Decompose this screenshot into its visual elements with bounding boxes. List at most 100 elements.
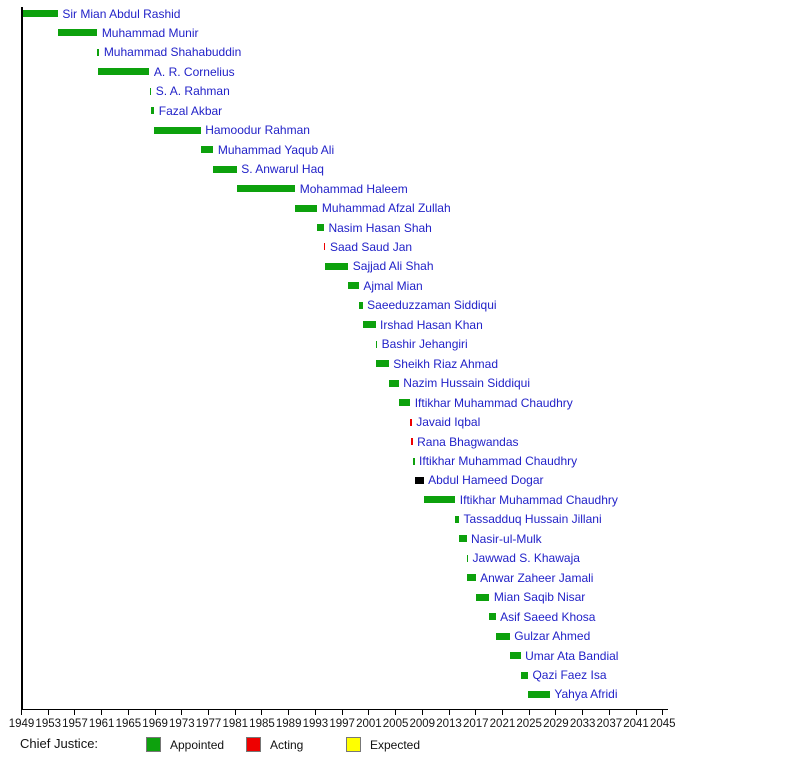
x-axis-tick-label: 2033 — [569, 718, 596, 730]
tenure-bar — [96, 48, 100, 56]
justice-name-link[interactable]: Mohammad Haleem — [299, 181, 408, 196]
justice-name-link[interactable]: A. R. Cornelius — [153, 64, 235, 79]
justice-name-link[interactable]: Rana Bhagwandas — [417, 434, 519, 449]
justice-name-link[interactable]: Bashir Jehangiri — [381, 337, 468, 352]
justice-name-link[interactable]: S. A. Rahman — [155, 84, 230, 99]
x-axis-tick-label: 1973 — [169, 718, 195, 730]
x-axis-tick — [101, 708, 103, 715]
tenure-bar — [362, 321, 376, 329]
justice-name-link[interactable]: Gulzar Ahmed — [514, 629, 591, 644]
x-axis-tick — [395, 708, 397, 715]
justice-name-link[interactable]: Muhammad Shahabuddin — [103, 45, 242, 60]
x-axis-tick — [154, 708, 156, 715]
justice-name-link[interactable]: Muhammad Yaqub Ali — [217, 142, 335, 157]
x-axis-tick — [635, 708, 637, 715]
justice-name-link[interactable]: Iftikhar Muhammad Chaudhry — [419, 454, 578, 468]
x-axis-tick — [421, 708, 423, 715]
justice-name-link[interactable]: Nazim Hussain Siddiqui — [403, 376, 531, 391]
tenure-bar — [520, 671, 528, 679]
legend: Chief Justice: Appointed Acting Expected — [0, 736, 800, 754]
x-axis-tick — [528, 708, 530, 715]
legend-label-acting: Acting — [270, 738, 304, 752]
x-axis-tick-label: 1969 — [142, 718, 168, 730]
justice-name-link[interactable]: Yahya Afridi — [554, 687, 618, 702]
x-axis-tick-label: 1993 — [302, 718, 329, 730]
justice-name-link[interactable]: Sajjad Ali Shah — [352, 259, 434, 274]
justice-name-link[interactable]: Mian Saqib Nisar — [493, 590, 586, 605]
justice-name-link[interactable]: Muhammad Afzal Zullah — [321, 201, 451, 216]
x-axis-tick-label: 2009 — [409, 718, 436, 730]
x-axis-tick-label: 2001 — [356, 718, 382, 730]
x-axis-tick-label: 2029 — [543, 718, 569, 730]
justice-name-link[interactable]: Muhammad Munir — [101, 25, 199, 40]
tenure-bar — [317, 224, 324, 232]
x-axis-tick — [448, 708, 450, 715]
justice-name-link[interactable]: Qazi Faez Isa — [532, 668, 607, 683]
justice-name-link[interactable]: Sir Mian Abdul Rashid — [62, 6, 181, 21]
justice-name-link[interactable]: Tassadduq Hussain Jillani — [463, 512, 602, 527]
tenure-bar — [154, 126, 201, 134]
justice-name-link[interactable]: Fazal Akbar — [158, 103, 223, 118]
x-axis-tick-label: 1949 — [8, 718, 35, 730]
tenure-bar — [236, 185, 296, 193]
justice-name-link[interactable]: S. Anwarul Haq — [241, 162, 324, 177]
x-axis-tick — [608, 708, 610, 715]
tenure-bar — [509, 652, 521, 660]
tenure-bar — [410, 418, 412, 426]
tenure-bar — [149, 87, 152, 95]
tenure-bar — [295, 204, 318, 212]
justice-name-link[interactable]: Jawwad S. Khawaja — [472, 551, 580, 566]
x-axis-tick-label: 1965 — [115, 718, 142, 730]
tenure-bar — [527, 690, 550, 698]
x-axis-tick — [208, 708, 210, 715]
x-axis-tick-label: 1981 — [222, 718, 249, 730]
tenure-bar — [323, 243, 326, 251]
x-axis-tick — [662, 708, 664, 715]
x-axis-line — [21, 708, 668, 710]
justice-name-link[interactable]: Ajmal Mian — [363, 278, 423, 293]
tenure-bar — [57, 29, 98, 37]
tenure-bar — [200, 146, 214, 154]
justice-name-link[interactable]: Asif Saeed Khosa — [500, 609, 596, 624]
x-axis-tick — [314, 708, 316, 715]
x-axis-tick-label: 2037 — [596, 718, 623, 730]
x-axis-tick — [368, 708, 370, 715]
x-axis-tick-label: 2021 — [489, 718, 516, 730]
tenure-bar — [489, 613, 496, 621]
justice-name-link[interactable]: Nasim Hasan Shah — [328, 220, 432, 235]
legend-swatch-appointed — [146, 737, 161, 752]
x-axis-tick-label: 1957 — [62, 718, 88, 730]
tenure-bar — [455, 515, 460, 523]
legend-label-appointed: Appointed — [170, 738, 225, 752]
justice-name-link[interactable]: Saeeduzzaman Siddiqui — [367, 298, 497, 313]
tenure-bar — [459, 535, 467, 543]
tenure-bar — [410, 438, 413, 446]
justice-name-link[interactable]: Irshad Hasan Khan — [380, 317, 483, 332]
legend-swatch-expected — [346, 737, 361, 752]
tenure-bar — [324, 262, 349, 270]
tenure-bar — [475, 593, 490, 601]
x-axis-tick-label: 1997 — [329, 718, 355, 730]
legend-label-expected: Expected — [370, 738, 421, 752]
x-axis-tick — [127, 708, 129, 715]
justice-name-link[interactable]: Saad Saud Jan — [329, 239, 413, 254]
x-axis-tick — [74, 708, 76, 715]
x-axis-tick-label: 2025 — [516, 718, 542, 730]
justice-name-link[interactable]: Abdul Hameed Dogar — [428, 473, 544, 488]
tenure-bar — [151, 107, 155, 115]
justice-name-link[interactable]: Sheikh Riaz Ahmad — [393, 356, 498, 371]
x-axis-tick — [261, 708, 263, 715]
justice-name-link[interactable]: Umar Ata Bandial — [525, 648, 619, 663]
x-axis-tick-label: 1953 — [35, 718, 62, 730]
tenure-bar — [398, 399, 411, 407]
justice-name-link[interactable]: Anwar Zaheer Jamali — [480, 570, 594, 585]
x-axis-tick-label: 2013 — [436, 718, 462, 730]
justice-name-link[interactable]: Iftikhar Muhammad Chaudhry — [414, 395, 573, 410]
x-axis-tick — [475, 708, 477, 715]
justice-name-link[interactable]: Iftikhar Muhammad Chaudhry — [459, 492, 618, 507]
justice-name-link[interactable]: Hamoodur Rahman — [205, 123, 310, 138]
x-axis-tick-label: 1985 — [249, 718, 275, 730]
justice-name-link[interactable]: Javaid Iqbal — [416, 415, 481, 430]
justice-name-link[interactable]: Nasir-ul-Mulk — [471, 531, 542, 546]
